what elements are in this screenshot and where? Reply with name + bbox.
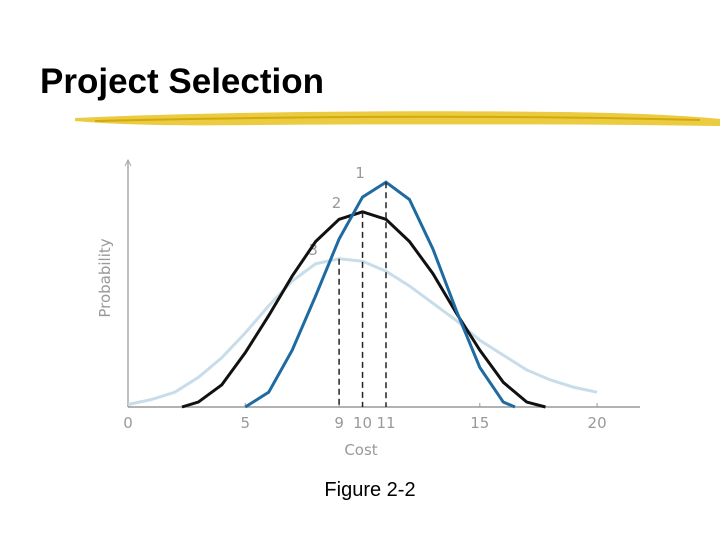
series-line (181, 210, 546, 409)
caption: Figure 2-2 (324, 479, 415, 501)
title-underline (75, 111, 720, 126)
slide-title: Project Selection (40, 62, 324, 101)
x-tick-label: 9 (334, 414, 344, 432)
y-axis-label: Probability (96, 238, 114, 317)
x-tick-label: 20 (588, 414, 607, 432)
series-line (127, 257, 598, 406)
x-axis-label: Cost (344, 441, 377, 459)
x-tick-label: 5 (240, 414, 250, 432)
series-label: 3 (308, 241, 318, 259)
x-tick-label: 11 (376, 414, 395, 432)
y-axis-arrow (124, 158, 132, 167)
series-label: 1 (355, 164, 365, 182)
x-tick-label: 10 (353, 414, 372, 432)
plot: Cost Probability 0 5 9 10 11 15 20 3 21 (96, 158, 640, 459)
x-tick-label: 15 (470, 414, 489, 432)
series-label: 2 (332, 194, 342, 212)
title-underline-stroke (94, 115, 701, 122)
x-tick-label: 0 (123, 414, 133, 432)
